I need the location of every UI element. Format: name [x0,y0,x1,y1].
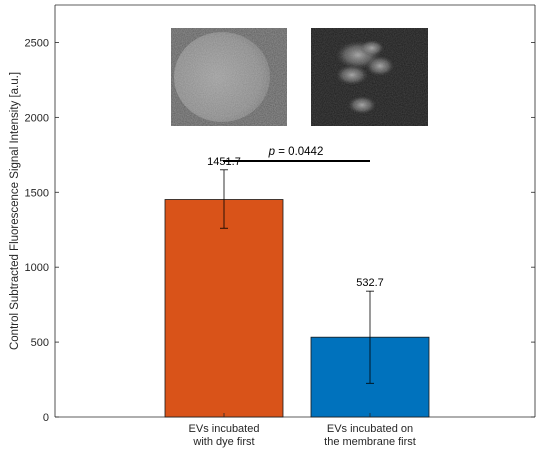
y-axis-label: Control Subtracted Fluorescence Signal I… [9,72,21,350]
fluorescence-image-dye-first [171,28,287,126]
p-value-label: p = 0.0442 [268,146,324,158]
x-tick-label: with dye first [192,436,254,448]
fluorescence-image-membrane-first [311,28,428,126]
bar [164,199,284,418]
axes-box [54,4,536,418]
error-bars [220,169,374,384]
value-labels: 1451.7532.7 [207,156,384,289]
x-tick-label: the membrane first [324,436,416,448]
y-tick-label: 0 [43,412,49,424]
y-tick-label: 1000 [25,262,49,274]
significance-annotation: p = 0.0442 [223,146,370,162]
value-label: 532.7 [356,277,384,289]
y-tick-label: 2500 [25,37,49,49]
y-tick-label: 1500 [25,187,49,199]
y-tick-label: 500 [31,337,49,349]
p-value-text: = 0.0442 [275,146,323,158]
p-symbol: p [268,146,276,158]
x-tick-label: EVs incubated on [327,423,413,435]
x-tick-label: EVs incubated [189,423,260,435]
y-ticks: 0 500 1000 1500 2000 2500 [25,37,535,424]
y-tick-label: 2000 [25,112,49,124]
bars [164,199,430,418]
